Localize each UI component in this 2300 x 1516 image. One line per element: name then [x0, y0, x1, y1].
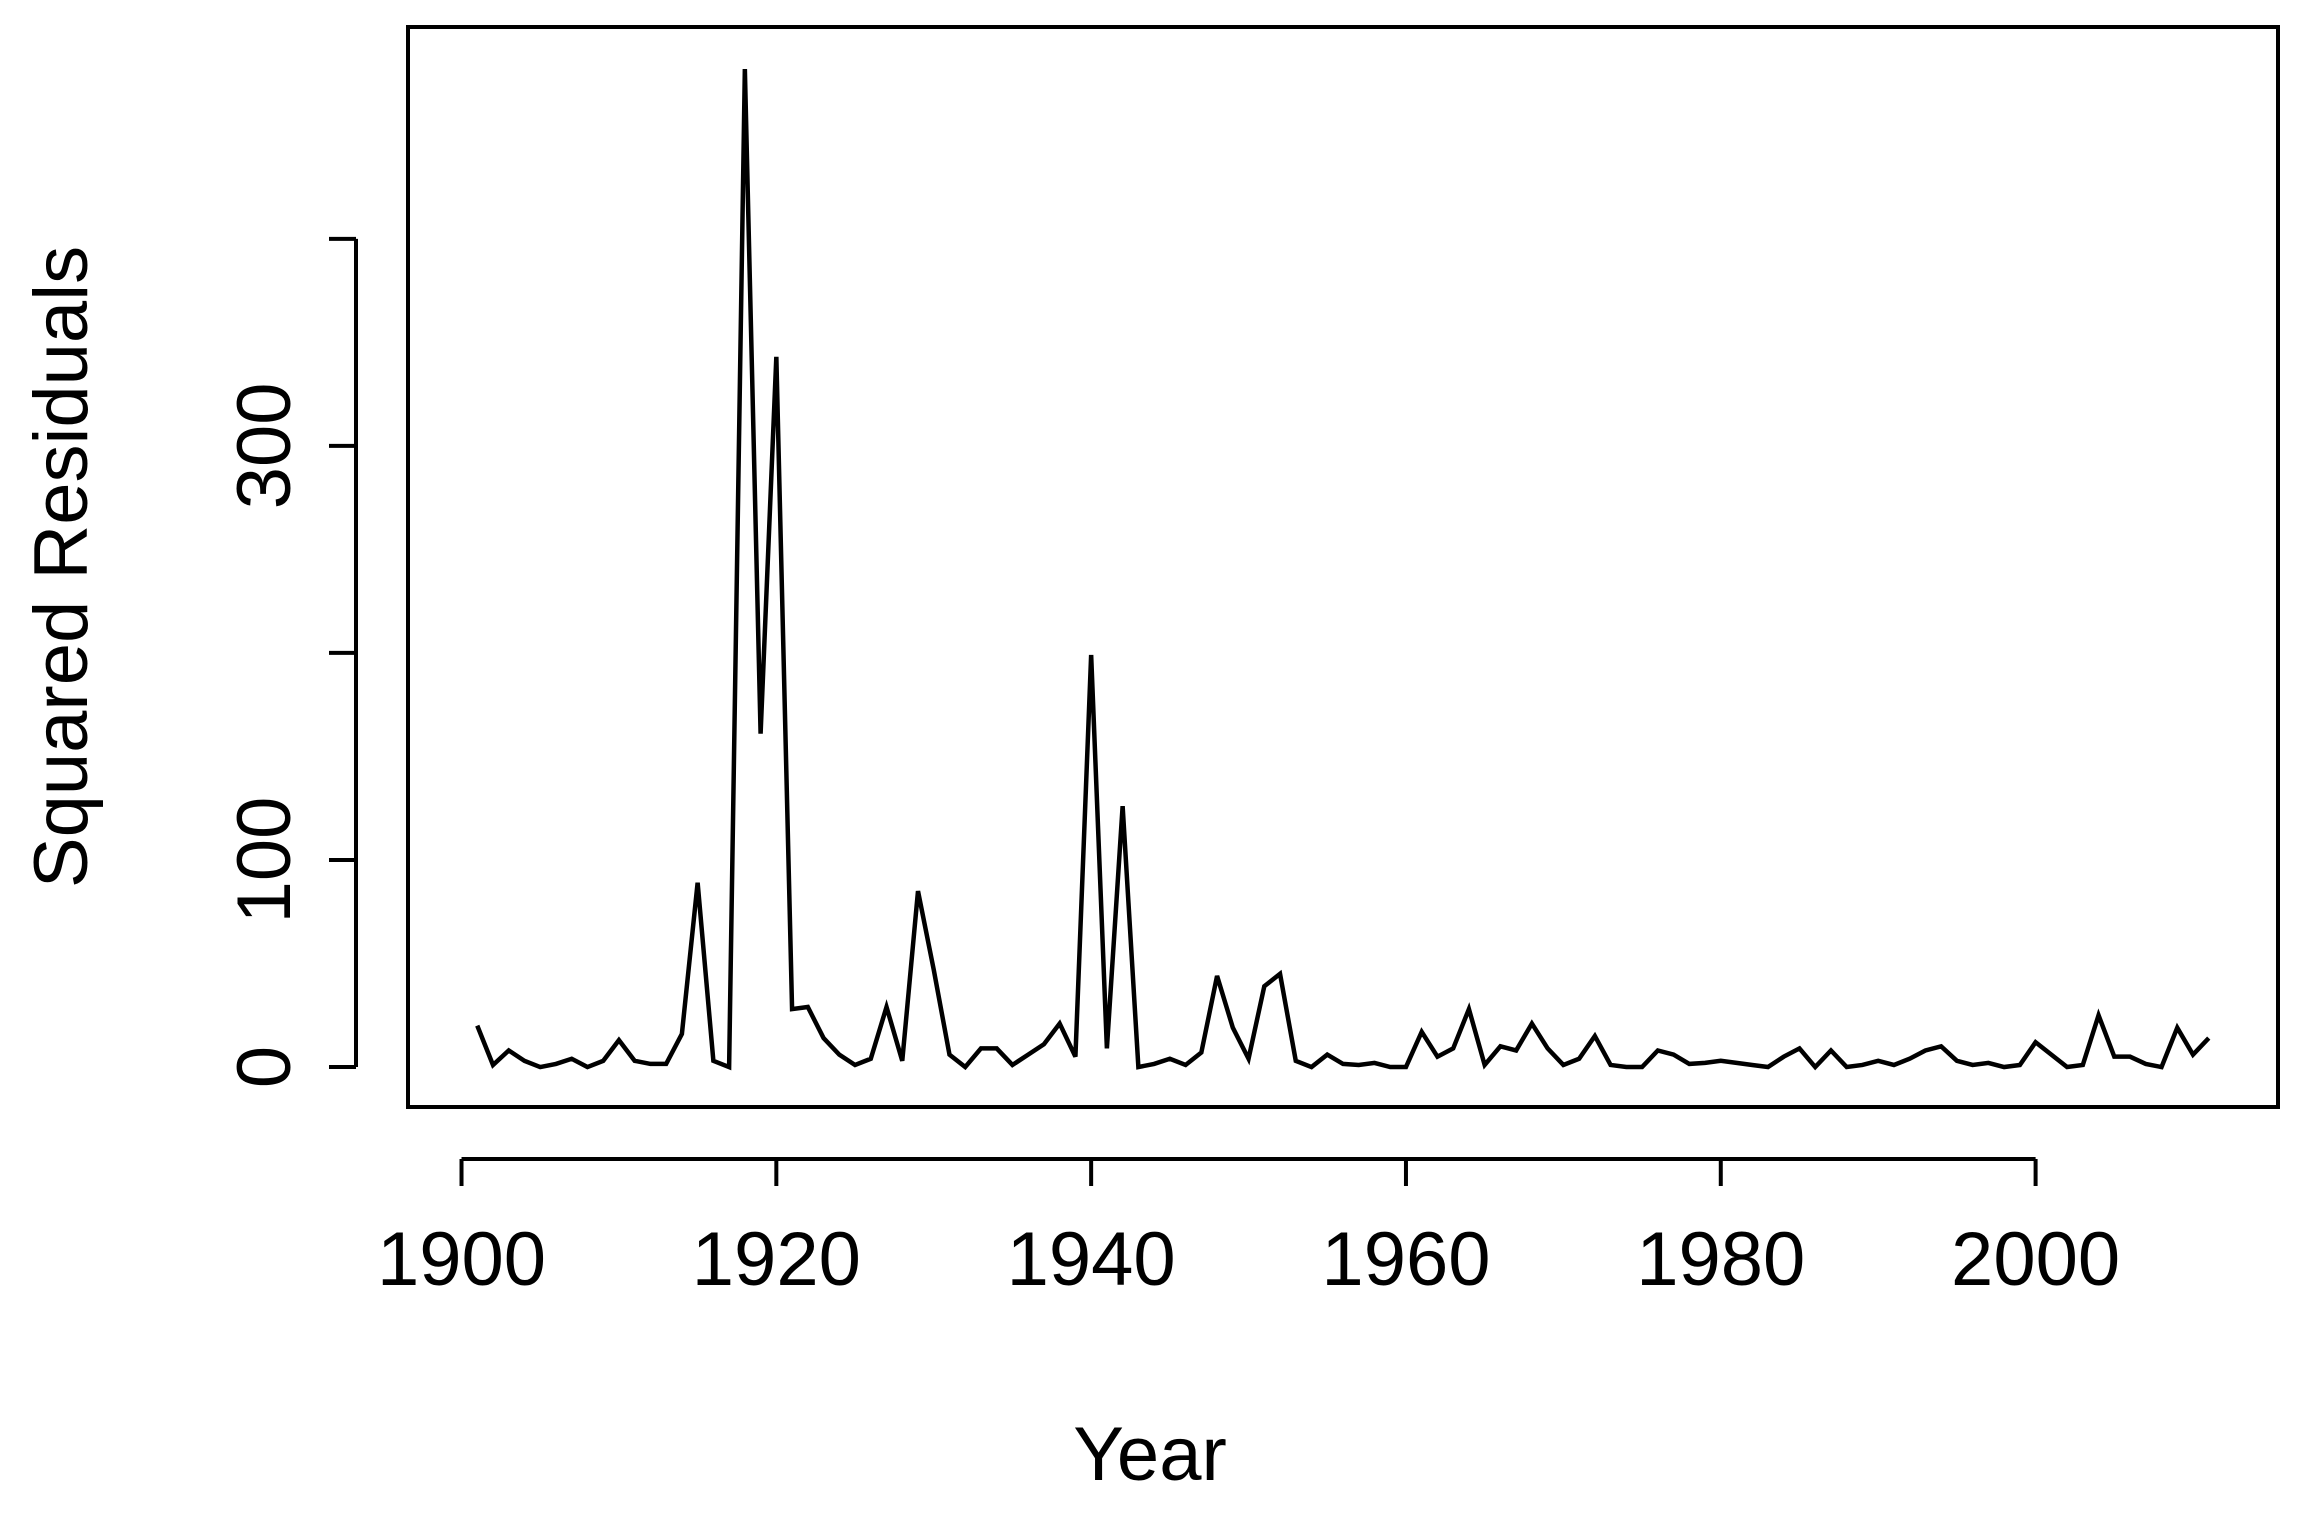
y-axis-label: Squared Residuals	[19, 246, 104, 888]
x-tick-label: 2000	[1951, 1217, 2120, 1302]
x-tick-label: 1900	[377, 1217, 546, 1302]
x-tick-label: 1980	[1636, 1217, 1805, 1302]
x-tick-label: 1940	[1007, 1217, 1176, 1302]
data-line	[475, 68, 2211, 1071]
x-tick-label: 1920	[692, 1217, 861, 1302]
plot-box	[406, 25, 2280, 1109]
y-tick-label: 300	[222, 382, 307, 509]
y-tick-label: 100	[222, 797, 307, 924]
x-axis-label: Year	[1073, 1412, 1227, 1497]
y-tick-label: 0	[222, 1046, 307, 1088]
x-tick-label: 1960	[1321, 1217, 1490, 1302]
